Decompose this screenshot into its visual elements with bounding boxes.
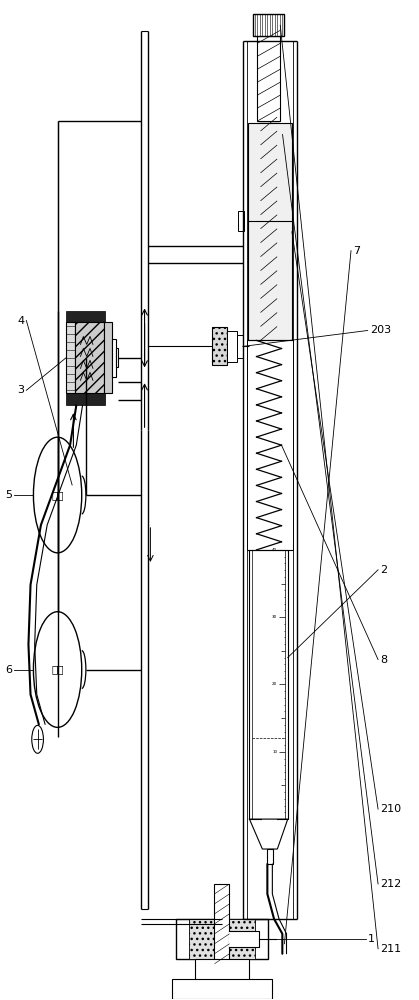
Text: 8: 8: [380, 655, 387, 665]
Bar: [257, 36, 280, 121]
Bar: [194, 959, 249, 984]
Bar: [249, 550, 288, 819]
Text: 20: 20: [272, 682, 277, 686]
Bar: [116, 348, 118, 367]
Bar: [227, 331, 237, 362]
Text: 6: 6: [5, 665, 12, 675]
Text: 40: 40: [272, 548, 277, 552]
Bar: [266, 849, 273, 864]
Bar: [66, 393, 105, 405]
Bar: [104, 322, 112, 393]
Text: 7: 7: [353, 246, 360, 256]
Bar: [112, 339, 116, 377]
Bar: [66, 322, 75, 393]
Text: 5: 5: [5, 490, 12, 500]
Bar: [259, 123, 279, 146]
Bar: [248, 123, 292, 340]
Polygon shape: [230, 931, 259, 947]
Text: 212: 212: [380, 879, 401, 889]
Bar: [252, 738, 285, 819]
Text: 10: 10: [272, 750, 277, 754]
Text: 抽气: 抽气: [52, 490, 64, 500]
Bar: [189, 919, 255, 959]
Polygon shape: [249, 819, 288, 849]
Bar: [279, 126, 282, 143]
Bar: [212, 327, 227, 365]
Bar: [237, 335, 243, 358]
Text: 1: 1: [367, 934, 375, 944]
Text: 30: 30: [272, 615, 277, 619]
Bar: [238, 211, 244, 231]
Text: 211: 211: [380, 944, 401, 954]
Bar: [75, 322, 104, 393]
Bar: [255, 126, 259, 143]
Text: 充气: 充气: [52, 665, 64, 675]
Text: 210: 210: [380, 804, 401, 814]
Bar: [215, 884, 230, 964]
Bar: [66, 311, 105, 322]
Bar: [253, 14, 285, 36]
Text: 4: 4: [17, 316, 24, 326]
Text: 2: 2: [380, 565, 387, 575]
Bar: [172, 979, 272, 999]
Bar: [176, 919, 268, 959]
Text: 3: 3: [17, 385, 24, 395]
Text: 203: 203: [370, 325, 391, 335]
